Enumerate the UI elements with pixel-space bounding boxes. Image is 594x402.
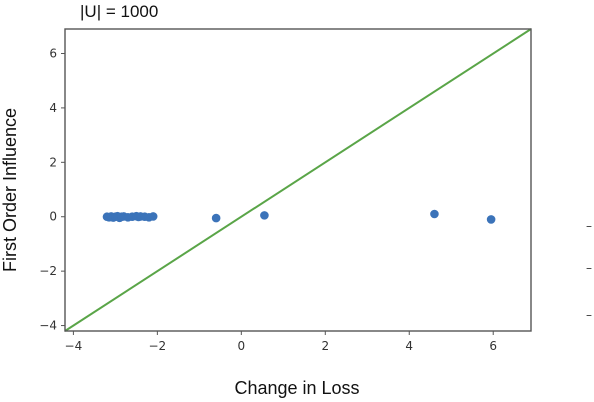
scatter-points: [102, 209, 496, 224]
x-tick-label: 2: [321, 339, 329, 353]
right-edge-marker: –: [586, 308, 592, 322]
y-tick-label: −2: [39, 264, 57, 278]
reference-line: [64, 28, 532, 332]
right-edge-markers: – – –: [586, 219, 592, 322]
y-tick-label: 6: [49, 46, 57, 60]
data-point: [211, 213, 221, 223]
x-tick-label: −4: [65, 339, 83, 353]
y-tick-label: −4: [39, 319, 57, 333]
right-edge-marker: –: [586, 219, 592, 233]
data-point: [260, 211, 269, 220]
x-axis-ticks: −4 −2 0 2 4 6: [65, 331, 497, 353]
x-tick-label: 6: [489, 339, 497, 353]
x-tick-label: −2: [149, 339, 167, 353]
plot-area: [64, 28, 532, 332]
data-point: [148, 212, 158, 221]
y-tick-label: 0: [49, 210, 57, 224]
x-axis-label: Change in Loss: [234, 378, 359, 398]
plot-frame: [64, 28, 532, 332]
y-axis-ticks: −4 −2 0 2 4 6: [39, 46, 65, 333]
data-point: [486, 215, 496, 224]
y-axis-label: First Order Influence: [0, 108, 20, 272]
chart-title: |U| = 1000: [80, 2, 158, 21]
right-edge-marker: –: [586, 261, 592, 275]
x-tick-label: 4: [405, 339, 413, 353]
y-tick-label: 2: [49, 155, 57, 169]
x-tick-label: 0: [238, 339, 246, 353]
y-tick-label: 4: [49, 101, 57, 115]
data-point: [430, 209, 439, 219]
